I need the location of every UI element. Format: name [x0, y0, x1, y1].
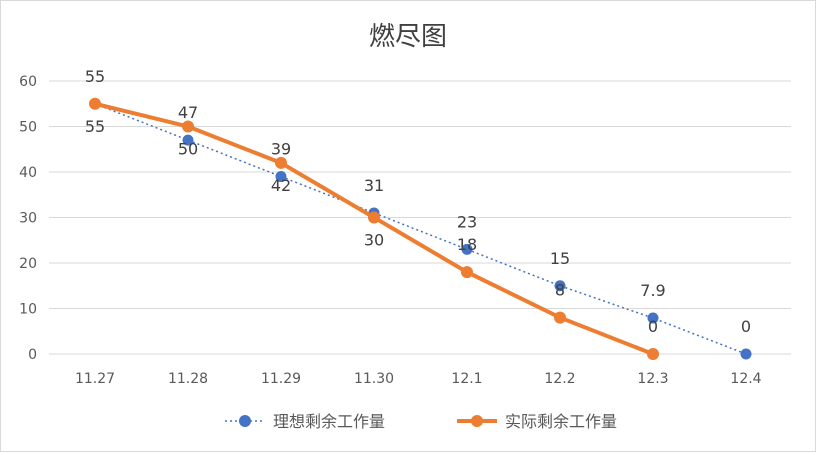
data-label: 23 — [457, 212, 477, 231]
series-line — [94, 103, 747, 355]
data-label: 55 — [85, 117, 105, 136]
legend: 理想剩余工作量 实际剩余工作量 — [225, 412, 617, 431]
data-label: 31 — [364, 176, 384, 195]
x-tick-label: 11.28 — [168, 371, 208, 387]
y-tick-label: 30 — [19, 211, 37, 227]
data-point — [740, 348, 752, 360]
data-point — [182, 134, 194, 146]
data-label: 55 — [85, 67, 105, 86]
data-label: 18 — [457, 235, 477, 254]
x-tick-label: 12.4 — [730, 371, 761, 387]
data-label: 0 — [648, 317, 658, 336]
data-point — [461, 243, 473, 255]
x-tick-label: 11.29 — [261, 371, 301, 387]
y-tick-label: 50 — [19, 120, 37, 136]
legend-marker — [239, 415, 251, 427]
data-point — [554, 311, 566, 324]
data-label: 50 — [178, 140, 198, 159]
chart-title: 燃尽图 — [369, 22, 447, 52]
data-labels: 55 47 39 31 23 15 7.9 0 55 50 42 30 18 8 0 — [85, 67, 751, 336]
data-point — [554, 280, 566, 292]
series — [89, 97, 752, 360]
data-point — [461, 266, 473, 279]
data-point — [275, 171, 287, 183]
data-point — [275, 156, 287, 169]
data-label: 30 — [364, 231, 384, 250]
data-label: 39 — [271, 140, 291, 159]
data-point — [89, 97, 101, 110]
data-label: 15 — [550, 249, 570, 268]
data-label: 8 — [555, 281, 565, 300]
x-tick-label: 12.3 — [637, 371, 668, 387]
x-tick-label: 11.27 — [75, 371, 115, 387]
axes: 0 10 20 30 40 50 60 11.27 11.28 11.29 11.30 12.1 12.… — [19, 74, 762, 387]
y-tick-label: 60 — [19, 74, 37, 90]
x-tick-label: 12.1 — [451, 371, 482, 387]
data-label: 0 — [741, 317, 751, 336]
legend-marker — [471, 415, 483, 427]
data-label: 7.9 — [640, 281, 665, 300]
data-label: 47 — [178, 103, 198, 122]
data-label: 42 — [271, 176, 291, 195]
legend-label: 理想剩余工作量 — [273, 412, 385, 431]
data-point — [647, 348, 659, 360]
grid — [49, 80, 791, 355]
x-tick-label: 11.30 — [354, 371, 394, 387]
x-tick-label: 12.2 — [544, 371, 575, 387]
y-tick-label: 10 — [19, 302, 37, 318]
data-point — [368, 211, 380, 224]
data-point — [647, 312, 659, 324]
y-tick-label: 0 — [28, 347, 37, 363]
y-tick-label: 40 — [19, 165, 37, 181]
y-tick-label: 20 — [19, 256, 37, 272]
legend-label: 实际剩余工作量 — [505, 412, 617, 431]
data-point — [182, 120, 194, 133]
